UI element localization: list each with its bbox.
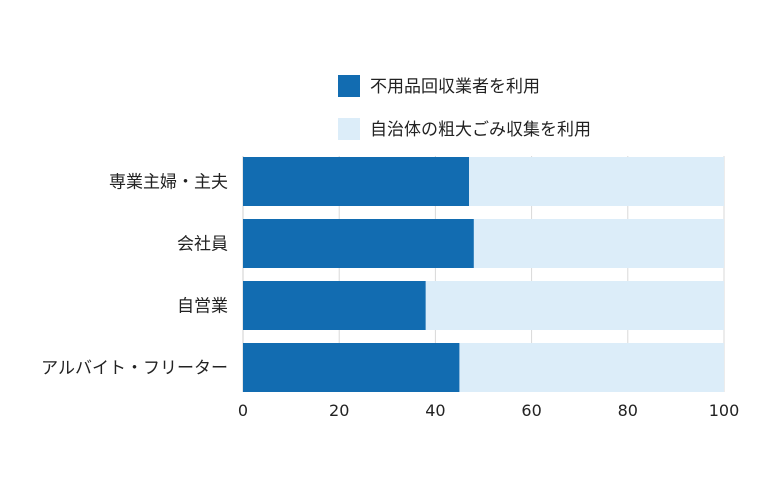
bar-collector-0 [243, 157, 470, 206]
bar-municipal-0 [469, 157, 724, 206]
legend-swatch-0 [338, 75, 360, 97]
bar-municipal-3 [459, 343, 724, 392]
category-label-0: 専業主婦・主夫 [109, 173, 228, 193]
legend-swatch-1 [338, 118, 360, 140]
x-tick-label-0: 0 [238, 401, 248, 420]
bar-collector-3 [243, 343, 460, 392]
bar-collector-1 [243, 219, 474, 268]
category-label-1: 会社員 [177, 235, 228, 255]
bar-municipal-1 [473, 219, 724, 268]
x-tick-label-80: 80 [618, 401, 638, 420]
x-tick-label-40: 40 [425, 401, 445, 420]
x-tick-label-100: 100 [709, 401, 740, 420]
x-tick-label-20: 20 [329, 401, 349, 420]
legend-label-1: 自治体の粗大ごみ収集を利用 [370, 120, 591, 140]
legend-label-0: 不用品回収業者を利用 [370, 77, 540, 97]
x-axis-ticks: 0 20 40 60 80 100 [238, 401, 739, 420]
category-label-2: 自営業 [177, 297, 228, 317]
category-label-3: アルバイト・フリーター [41, 359, 228, 379]
bars [243, 157, 724, 392]
bar-municipal-2 [425, 281, 724, 330]
x-tick-label-60: 60 [521, 401, 541, 420]
bar-collector-2 [243, 281, 426, 330]
